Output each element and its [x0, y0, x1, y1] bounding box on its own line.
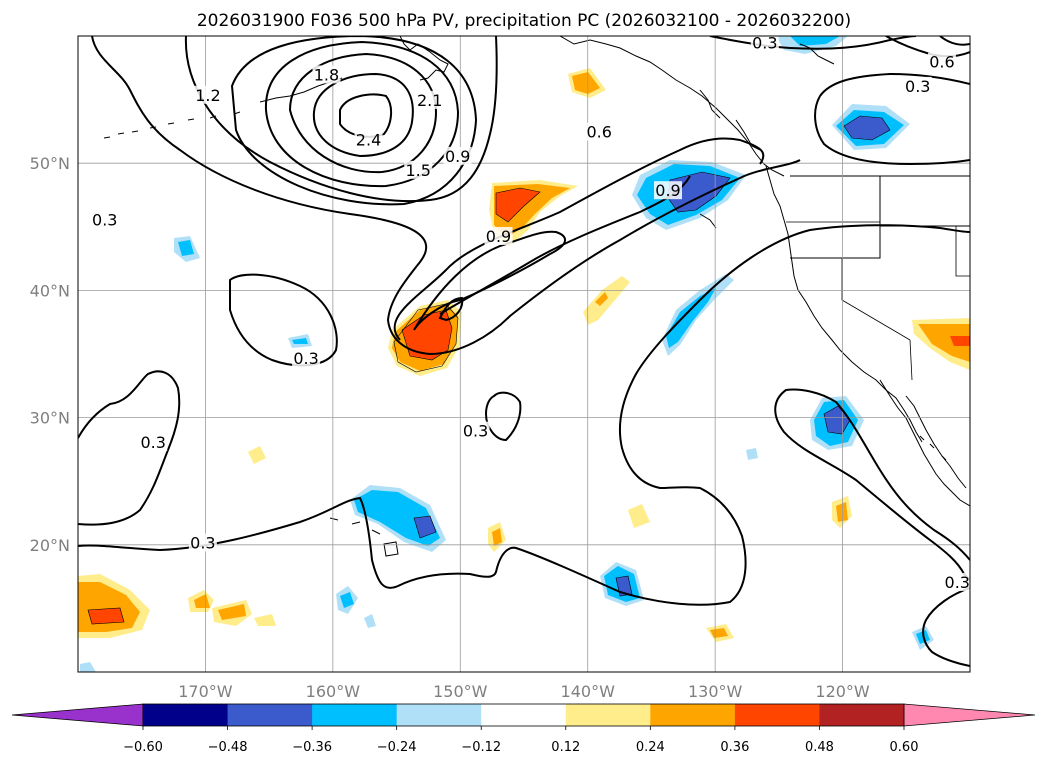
pv-contour-label-bg	[750, 36, 779, 52]
colorbar-tick-label: 0.48	[805, 740, 834, 755]
lat-tick-label: 30°N	[30, 409, 70, 428]
pv-contour-label-bg	[484, 226, 513, 245]
pv-contour-label-bg	[943, 572, 970, 591]
colorbar-segment	[734, 704, 820, 726]
colorbar-tick-label: 0.60	[890, 740, 919, 755]
plot-frame	[77, 35, 971, 673]
pv-contour-label: 0.6	[586, 123, 611, 142]
pv-contour-label: 0.3	[945, 573, 970, 592]
lon-tick-label: 170°W	[178, 682, 233, 701]
colorbar-segment	[312, 704, 398, 726]
pv-contour-label: 0.3	[140, 433, 165, 452]
pv-contour-label: 0.9	[655, 181, 680, 200]
pv-contour-labels: 1.8 1.2 2.1 2.4 1.5 0.9 0.3 0.6 0.9 0.9 0.3 0.6 0.3 0…	[90, 34, 970, 592]
colorbar-segment	[396, 704, 482, 726]
gridlines	[78, 36, 970, 672]
colorbar-segment	[481, 704, 567, 726]
lon-tick-label: 140°W	[561, 682, 616, 701]
pv-contour-label-bg	[415, 90, 444, 109]
pv-contour-label-bg	[443, 146, 472, 165]
pv-contours	[78, 36, 970, 667]
pv-contour-label: 1.5	[406, 161, 431, 180]
pv-contour-label-bg	[312, 65, 341, 84]
pv-contour-label: 0.3	[190, 534, 215, 553]
colorbar-tick-label: 0.12	[551, 740, 580, 755]
pv-contour-label: 0.3	[463, 422, 488, 441]
pv-contour-label-bg	[404, 160, 433, 179]
longitude-tick-labels: 170°W 160°W 150°W 140°W 130°W 120°W	[178, 682, 870, 701]
colorbar-tick-label: −0.12	[461, 740, 501, 755]
colorbar-extend-high	[903, 703, 1036, 727]
lon-tick-label: 150°W	[433, 682, 488, 701]
colorbar-tick-label: 0.36	[720, 740, 749, 755]
pv-contour-label: 0.9	[445, 147, 470, 166]
lon-tick-label: 130°W	[688, 682, 743, 701]
lat-tick-label: 50°N	[30, 154, 70, 173]
pv-contour-label-bg	[461, 421, 490, 440]
pv-contour-label-bg	[653, 181, 682, 200]
pv-contour-label: 0.3	[905, 77, 930, 96]
pv-contour-label: 0.6	[929, 53, 954, 72]
pv-contour-label-bg	[188, 533, 217, 552]
lon-tick-label: 160°W	[306, 682, 361, 701]
latitude-tick-labels: 20°N 30°N 40°N 50°N	[30, 154, 70, 555]
pv-contour-label-bg	[193, 85, 222, 104]
pv-contour-label-bg	[90, 210, 119, 229]
pv-contour-label: 2.4	[356, 130, 381, 149]
plot-area: 1.8 1.2 2.1 2.4 1.5 0.9 0.3 0.6 0.9 0.9 0.3 0.6 0.3 0…	[78, 34, 970, 672]
pv-contour-label-bg	[585, 122, 614, 141]
pv-contour-label-bg	[903, 76, 932, 95]
pv-contour-label-bg	[292, 349, 321, 368]
pv-contour-label: 2.1	[417, 91, 442, 110]
pv-contour-label: 0.3	[293, 349, 318, 368]
chart-title: 2026031900 F036 500 hPa PV, precipitatio…	[197, 11, 851, 31]
colorbar-tick-label: −0.48	[208, 740, 248, 755]
colorbar-segment	[227, 704, 313, 726]
colorbar-segment	[819, 704, 905, 726]
colorbar-segment	[565, 704, 651, 726]
lat-tick-label: 40°N	[30, 281, 70, 300]
colorbar-tick-label: −0.60	[123, 740, 163, 755]
pv-contour-label-bg	[139, 433, 168, 452]
pv-contour-label: 1.8	[314, 65, 339, 84]
colorbar-tick-label: −0.36	[292, 740, 332, 755]
colorbar-tick-label: 0.24	[636, 740, 665, 755]
colorbar-extend-low	[11, 703, 144, 727]
precipitation-anomaly-shading	[78, 36, 970, 672]
pv-contour-label: 0.3	[92, 210, 117, 229]
colorbar-tick-label: −0.24	[377, 740, 417, 755]
colorbar-segment	[650, 704, 736, 726]
colorbar-segment	[143, 704, 229, 726]
pv-contour-label-bg	[927, 52, 956, 71]
lon-tick-label: 120°W	[815, 682, 870, 701]
colorbar-frame	[142, 703, 905, 727]
pv-contour-label: 0.9	[486, 227, 511, 246]
pv-contour-label-bg	[354, 130, 383, 149]
colorbar: −0.60 −0.48 −0.36 −0.24 −0.12 0.12 0.24 0.36 0.4…	[11, 703, 1036, 755]
lat-tick-label: 20°N	[30, 536, 70, 555]
pv-contour-label: 0.3	[752, 34, 777, 53]
coastlines	[103, 36, 970, 557]
pv-contour-label: 1.2	[195, 86, 220, 105]
